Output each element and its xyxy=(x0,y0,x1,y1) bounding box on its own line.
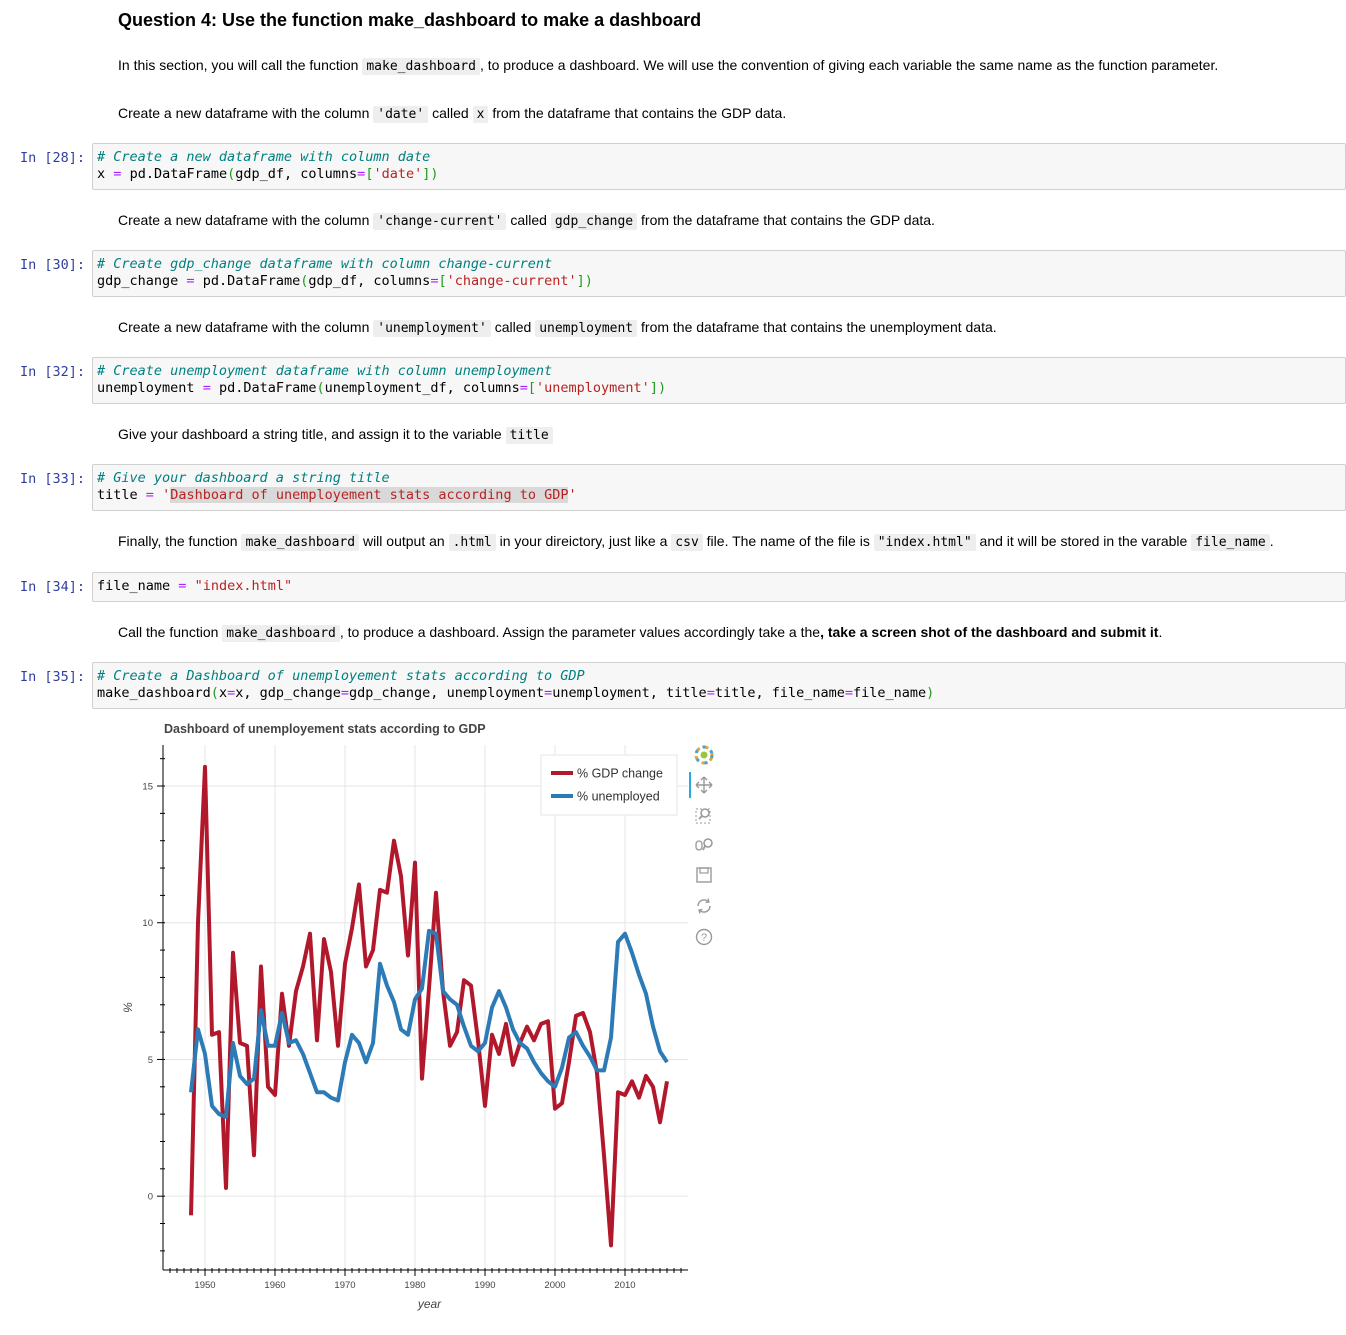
x-tick-label: 1980 xyxy=(404,1280,425,1291)
cell-prompt: In [33]: xyxy=(20,471,86,487)
code-comment: # Create a Dashboard of unemployement st… xyxy=(97,668,585,684)
inline-code: make_dashboard xyxy=(241,534,360,551)
bokeh-logo-icon[interactable] xyxy=(693,744,715,766)
x-tick-label: 2010 xyxy=(614,1280,635,1291)
inline-code: x xyxy=(472,106,489,123)
md-text: and it will be stored in the varable xyxy=(979,533,1188,549)
md-text: from the dataframe that contains the GDP… xyxy=(641,212,935,228)
code-cell-30[interactable]: # Create gdp_change dataframe with colum… xyxy=(92,250,1346,297)
y-tick-label: 15 xyxy=(142,782,153,793)
code-cell-33[interactable]: # Give your dashboard a string title tit… xyxy=(92,464,1346,511)
inline-code: .html xyxy=(448,534,496,551)
inline-code: file_name xyxy=(1191,534,1270,551)
code-line: gdp_change = pd.DataFrame(gdp_df, column… xyxy=(97,273,593,289)
code-cell-32[interactable]: # Create unemployment dataframe with col… xyxy=(92,357,1346,404)
x-tick-label: 1990 xyxy=(474,1280,495,1291)
cell-prompt: In [34]: xyxy=(20,579,86,595)
inline-code: title xyxy=(505,427,553,444)
md-text: Create a new dataframe with the column xyxy=(118,319,370,335)
md-text: file. The name of the file is xyxy=(706,533,870,549)
legend-label: % unemployed xyxy=(577,790,660,804)
inline-code: 'change-current' xyxy=(373,213,507,230)
md-bold: , take a screen shot of the dashboard an… xyxy=(820,624,1159,640)
code-cell-34[interactable]: file_name = "index.html" xyxy=(92,572,1346,602)
code-comment: # Create a new dataframe with column dat… xyxy=(97,149,431,165)
inline-code: make_dashboard xyxy=(362,58,480,75)
code-comment: # Create unemployment dataframe with col… xyxy=(97,363,553,379)
pan-icon[interactable] xyxy=(693,774,715,796)
x-tick-label: 1950 xyxy=(194,1280,215,1291)
code-line: unemployment = pd.DataFrame(unemployment… xyxy=(97,380,667,396)
cell-prompt: In [28]: xyxy=(20,150,86,166)
wheel-zoom-icon[interactable] xyxy=(693,834,715,856)
y-tick-label: 5 xyxy=(148,1055,153,1066)
active-tool-indicator xyxy=(689,772,691,798)
md-text: will output an xyxy=(362,533,445,549)
md-text: , to produce a dashboard. Assign the par… xyxy=(339,624,821,640)
code-comment: # Give your dashboard a string title xyxy=(97,470,390,486)
box-zoom-icon[interactable] xyxy=(693,804,715,826)
code-cell-28[interactable]: # Create a new dataframe with column dat… xyxy=(92,143,1346,190)
x-axis-label: year xyxy=(417,1297,442,1311)
code-cell-35[interactable]: # Create a Dashboard of unemployement st… xyxy=(92,662,1346,709)
intro-paragraph: In this section, you will call the funct… xyxy=(118,55,1218,77)
gdp-change-line xyxy=(189,764,669,1248)
md-text: Create a new dataframe with the column xyxy=(118,212,370,228)
inline-code: unemployment xyxy=(535,320,638,337)
code-comment: # Create gdp_change dataframe with colum… xyxy=(97,256,553,272)
svg-text:?: ? xyxy=(701,932,707,944)
y-axis-label: % xyxy=(121,1002,135,1013)
y-tick-label: 0 xyxy=(148,1192,153,1203)
md-text: from the dataframe that contains the une… xyxy=(641,319,997,335)
save-icon[interactable] xyxy=(693,864,715,886)
x-tick-label: 2000 xyxy=(544,1280,565,1291)
inline-code: 'unemployment' xyxy=(373,320,491,337)
section-heading: Question 4: Use the function make_dashbo… xyxy=(118,10,702,30)
inline-code: gdp_change xyxy=(550,213,638,230)
x-tick-label: 1970 xyxy=(334,1280,355,1291)
md-text: in your direictory, just like a xyxy=(499,533,668,549)
legend-box xyxy=(540,754,678,816)
md-text: from the dataframe that contains the GDP… xyxy=(492,105,787,121)
x-tick-label: 1960 xyxy=(264,1280,285,1291)
plot-title: Dashboard of unemployement stats accordi… xyxy=(164,722,486,736)
y-tick-label: 10 xyxy=(142,918,153,929)
inline-code: "index.html" xyxy=(873,534,976,551)
markdown-date: Create a new dataframe with the column '… xyxy=(118,103,786,125)
markdown-gdp: Create a new dataframe with the column '… xyxy=(118,210,935,232)
inline-code: csv xyxy=(671,534,703,551)
md-text: called xyxy=(494,319,532,335)
intro-text: , to produce a dashboard. We will use th… xyxy=(479,57,1219,73)
md-text: . xyxy=(1158,624,1163,640)
markdown-call: Call the function make_dashboard, to pro… xyxy=(118,622,1162,644)
code-line: x = pd.DataFrame(gdp_df, columns=['date'… xyxy=(97,166,439,182)
unemployment-line xyxy=(189,928,669,1119)
help-icon[interactable]: ? xyxy=(693,926,715,948)
md-text: called xyxy=(432,105,469,121)
intro-text: In this section, you will call the funct… xyxy=(118,57,359,73)
md-text: . xyxy=(1269,533,1274,549)
dashboard-chart[interactable]: 1950 1960 1970 1980 1990 2000 2010 0 5 10 15 year%%… xyxy=(110,740,690,1325)
md-text: Give your dashboard a string title, and … xyxy=(118,426,502,442)
code-line: title = 'Dashboard of unemployement stat… xyxy=(97,487,577,503)
cell-prompt: In [32]: xyxy=(20,364,86,380)
code-line: file_name = "index.html" xyxy=(97,578,293,594)
markdown-file: Finally, the function make_dashboard wil… xyxy=(118,531,1274,553)
md-text: Create a new dataframe with the column xyxy=(118,105,370,121)
inline-code: make_dashboard xyxy=(222,625,340,642)
legend-label: % GDP change xyxy=(577,767,663,781)
inline-code: 'date' xyxy=(373,106,429,123)
code-line: make_dashboard(x=x, gdp_change=gdp_chang… xyxy=(97,685,935,701)
md-text: Finally, the function xyxy=(118,533,238,549)
markdown-title: Give your dashboard a string title, and … xyxy=(118,424,553,446)
cell-prompt: In [30]: xyxy=(20,257,86,273)
plot-toolbar: ? xyxy=(689,742,719,952)
md-text: Call the function xyxy=(118,624,219,640)
reset-icon[interactable] xyxy=(693,895,715,917)
cell-prompt: In [35]: xyxy=(20,669,86,685)
md-text: called xyxy=(510,212,547,228)
markdown-unemployment: Create a new dataframe with the column '… xyxy=(118,317,997,339)
